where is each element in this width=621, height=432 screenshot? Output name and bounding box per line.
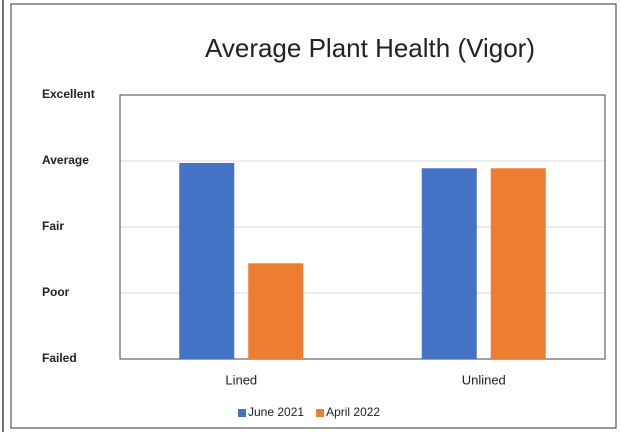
- legend-swatch: [238, 409, 246, 417]
- chart-title: Average Plant Health (Vigor): [205, 33, 535, 63]
- legend-label: April 2022: [326, 405, 380, 419]
- bar: [248, 263, 304, 359]
- y-tick-label: Fair: [42, 219, 64, 233]
- y-tick-label: Average: [42, 153, 89, 167]
- y-tick-label: Failed: [42, 351, 77, 365]
- bar: [421, 168, 477, 359]
- legend-label: June 2021: [248, 405, 304, 419]
- bar: [179, 162, 235, 359]
- legend-swatch: [316, 409, 325, 417]
- y-tick-label: Excellent: [42, 87, 95, 101]
- chart-frame: [10, 3, 617, 429]
- plot-border: [119, 94, 606, 360]
- x-tick-label: Lined: [225, 372, 257, 387]
- bar: [490, 168, 546, 359]
- x-tick-label: Unlined: [462, 372, 506, 387]
- y-tick-label: Poor: [42, 285, 70, 299]
